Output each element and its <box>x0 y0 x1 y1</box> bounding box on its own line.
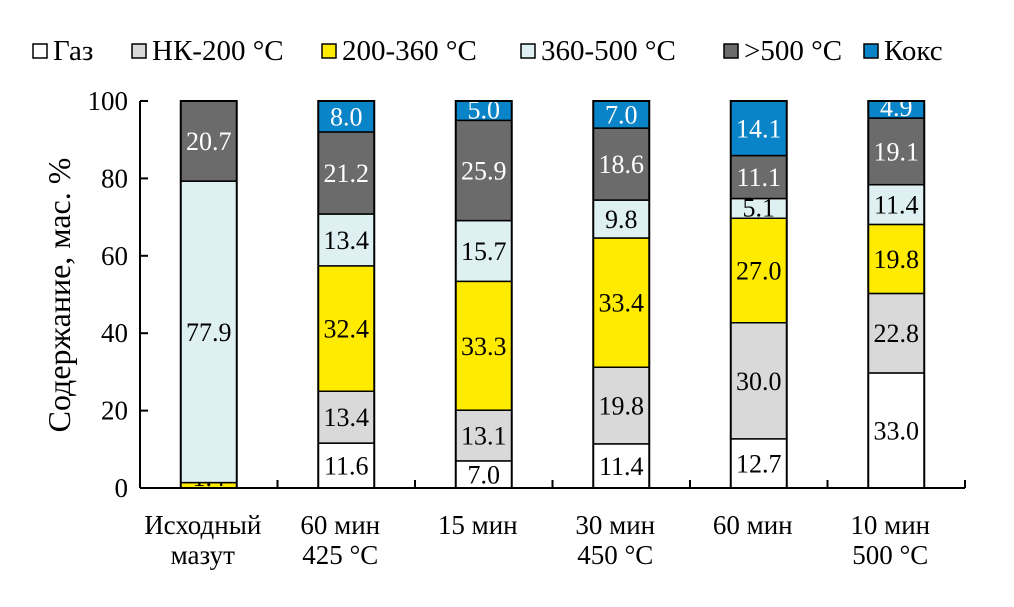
legend-label: Газ <box>53 35 93 67</box>
x-tick-label: 30 мин <box>575 510 655 540</box>
legend-item: Кокс <box>863 35 943 67</box>
data-label: 33.3 <box>461 332 507 361</box>
data-label: 11.4 <box>599 452 644 481</box>
bar-segment <box>317 265 375 392</box>
legend-label: 200-360 °C <box>342 35 477 67</box>
legend-label: НК-200 °C <box>152 35 284 67</box>
data-label: 4.9 <box>880 93 913 122</box>
data-label: 32.4 <box>324 315 370 344</box>
data-label: 12.7 <box>736 449 782 478</box>
data-label: 19.8 <box>874 245 920 274</box>
data-label: 19.1 <box>874 137 920 166</box>
x-tick-label: 500 °C <box>852 540 928 570</box>
bar-stack: 11.4 19.8 33.4 9.8 18.6 7.0 <box>592 100 651 489</box>
y-tick-label: 40 <box>101 318 128 348</box>
data-label: 33.4 <box>599 289 645 318</box>
x-tick-label: 15 мин <box>438 510 518 540</box>
legend-swatch <box>520 43 536 59</box>
y-axis-label: Содержание, мас. % <box>41 158 77 433</box>
data-label: 9.8 <box>605 205 638 234</box>
bar-stack: 7.0 13.1 33.3 15.7 25.9 5.0 <box>454 95 513 489</box>
data-label: 25.9 <box>461 156 507 185</box>
legend-swatch <box>131 43 147 59</box>
data-label: 21.2 <box>324 159 370 188</box>
bar-stack: 1.477.920.7 <box>179 100 238 492</box>
data-label: 13.1 <box>461 422 507 451</box>
x-tick-label: Исходный <box>144 510 261 540</box>
legend-swatch <box>863 43 879 59</box>
x-tick-label: 60 мин <box>713 510 793 540</box>
x-tick-label: 10 мин <box>850 510 930 540</box>
data-label: 27.0 <box>736 257 782 286</box>
x-tick-label: 450 °C <box>577 540 653 570</box>
bar-segment <box>592 366 650 445</box>
data-label: 11.4 <box>874 191 919 220</box>
legend-item: НК-200 °C <box>131 35 284 67</box>
x-tick-label: 60 мин <box>300 510 380 540</box>
data-label: 13.4 <box>324 226 370 255</box>
data-label: 77.9 <box>186 318 232 347</box>
data-label: 22.8 <box>874 319 920 348</box>
legend-label: Кокс <box>884 35 943 67</box>
legend-swatch <box>32 43 48 59</box>
legend-item: 200-360 °C <box>321 35 477 67</box>
legend-item: 360-500 °C <box>520 35 676 67</box>
axes <box>139 101 966 489</box>
data-label: 8.0 <box>330 102 363 131</box>
bar-segment <box>317 213 375 267</box>
y-tick-label: 20 <box>101 396 128 426</box>
data-label: 11.1 <box>736 163 781 192</box>
x-tick-label: мазут <box>171 540 235 570</box>
bar-segment <box>730 100 788 157</box>
data-label: 13.4 <box>324 403 370 432</box>
data-label: 18.6 <box>599 150 645 179</box>
legend: Газ НК-200 °C 200-360 °C 360-500 °C >500 °C К… <box>32 35 943 67</box>
data-label: 20.7 <box>186 127 232 156</box>
data-label: 30.0 <box>736 367 782 396</box>
y-axis-ticks: 0 20 40 60 80 100 <box>88 86 148 503</box>
legend-swatch <box>321 43 337 59</box>
y-tick-label: 0 <box>115 473 129 503</box>
legend-label: 360-500 °C <box>541 35 676 67</box>
data-label: 15.7 <box>461 237 507 266</box>
y-tick-label: 80 <box>101 163 128 193</box>
y-tick-label: 100 <box>88 86 129 116</box>
bar-stack: 11.6 13.4 32.4 13.4 21.2 8.0 <box>317 100 376 489</box>
data-label: 19.8 <box>599 392 645 421</box>
bars: 1.477.920.711.613.432.413.421.28.07.013.… <box>179 93 926 492</box>
bar-segment <box>867 117 925 186</box>
legend-item: >500 °C <box>723 35 842 67</box>
bar-stack: 12.730.027.05.111.114.1 <box>729 100 788 489</box>
data-label: 14.1 <box>736 114 782 143</box>
data-label: 7.0 <box>468 460 501 489</box>
legend-item: Газ <box>32 35 93 67</box>
bar-stack: 33.0 22.8 19.8 11.4 19.1 4.9 <box>867 93 926 489</box>
data-label: 11.6 <box>324 452 369 481</box>
x-tick-label: 425 °C <box>302 540 378 570</box>
data-label: 5.0 <box>468 95 501 124</box>
legend-swatch <box>723 43 739 59</box>
bar-segment <box>592 237 650 369</box>
legend-label: >500 °C <box>744 35 842 67</box>
data-label: 7.0 <box>605 101 638 130</box>
y-tick-label: 60 <box>101 241 128 271</box>
data-label: 33.0 <box>874 416 920 445</box>
